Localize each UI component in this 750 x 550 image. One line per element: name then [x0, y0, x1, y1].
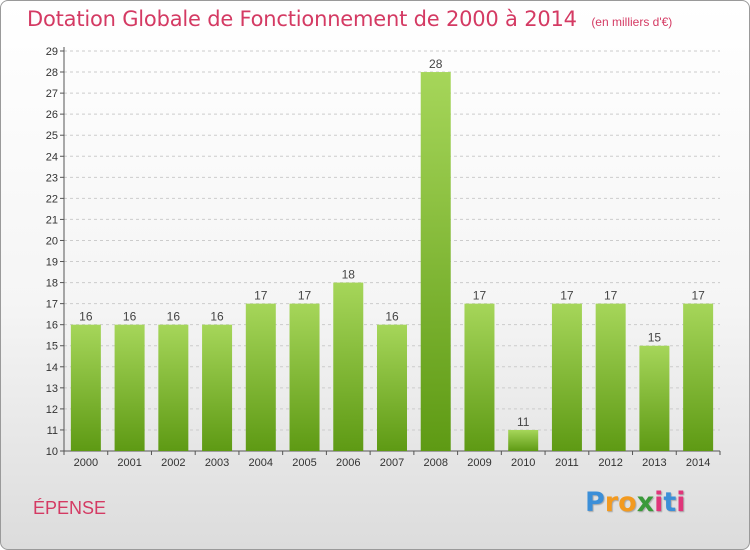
y-tick-label: 24 — [46, 151, 58, 163]
bar-2004 — [245, 303, 276, 451]
bar-2009 — [464, 303, 495, 451]
x-tick-label: 2000 — [74, 457, 98, 469]
logo-letter: o — [618, 487, 637, 518]
data-label: 17 — [604, 289, 618, 303]
data-label: 11 — [517, 415, 530, 429]
chart-title: Dotation Globale de Fonctionnement de 20… — [27, 7, 577, 31]
x-tick-label: 2013 — [642, 457, 666, 469]
x-tick-label: 2010 — [511, 457, 535, 469]
title-area: Dotation Globale de Fonctionnement de 20… — [27, 7, 672, 31]
x-tick-label: 2003 — [205, 457, 229, 469]
bar-2012 — [595, 303, 626, 451]
data-label: 16 — [167, 310, 181, 324]
data-label: 18 — [342, 268, 356, 282]
data-label: 17 — [298, 289, 312, 303]
proxiti-logo: Proxiti — [585, 487, 686, 518]
y-tick-label: 27 — [46, 88, 58, 100]
bar-2010 — [508, 429, 539, 451]
data-label: 17 — [473, 289, 487, 303]
y-tick-label: 25 — [46, 130, 58, 142]
logo-letter: x — [636, 487, 655, 518]
bar-2007 — [377, 324, 407, 451]
logo-letter: t — [663, 487, 677, 518]
data-label: 17 — [691, 289, 705, 303]
x-tick-label: 2009 — [467, 457, 491, 469]
y-tick-label: 13 — [46, 383, 58, 395]
y-tick-label: 16 — [46, 320, 58, 332]
y-tick-label: 23 — [46, 172, 58, 184]
data-label: 16 — [123, 310, 137, 324]
bar-2011 — [551, 303, 582, 451]
x-tick-label: 2004 — [249, 457, 273, 469]
x-tick-label: 2007 — [380, 457, 404, 469]
x-tick-label: 2001 — [117, 457, 141, 469]
data-label: 16 — [79, 310, 93, 324]
bar-2006 — [333, 282, 364, 451]
data-label: 17 — [254, 289, 268, 303]
y-tick-label: 26 — [46, 109, 58, 121]
y-tick-label: 15 — [46, 341, 58, 353]
data-label: 15 — [648, 331, 662, 345]
y-tick-label: 14 — [46, 362, 58, 374]
data-label: 16 — [210, 310, 224, 324]
x-tick-label: 2005 — [292, 457, 316, 469]
bar-2000 — [70, 324, 101, 451]
data-label: 16 — [385, 310, 399, 324]
x-tick-label: 2008 — [423, 457, 447, 469]
y-tick-label: 11 — [47, 425, 58, 437]
y-tick-label: 18 — [46, 278, 58, 290]
data-label: 17 — [560, 289, 574, 303]
commune-name: ÉPENSE — [33, 498, 107, 518]
data-label: 28 — [429, 57, 443, 71]
y-tick-label: 12 — [46, 404, 58, 416]
x-tick-label: 2012 — [598, 457, 622, 469]
bar-2001 — [114, 324, 145, 451]
bar-2005 — [289, 303, 320, 451]
logo-letter: r — [604, 487, 619, 518]
y-tick-label: 10 — [46, 446, 58, 458]
y-tick-label: 21 — [46, 214, 58, 226]
y-tick-label: 28 — [46, 67, 58, 79]
bar-2003 — [202, 324, 233, 451]
x-tick-label: 2006 — [336, 457, 360, 469]
y-tick-label: 22 — [46, 193, 58, 205]
y-tick-label: 29 — [46, 46, 58, 58]
bar-2002 — [158, 324, 189, 451]
y-tick-label: 20 — [46, 235, 58, 247]
chart-subtitle: (en milliers d'€) — [591, 15, 673, 29]
bar-2014 — [683, 303, 714, 451]
y-tick-label: 19 — [46, 257, 58, 269]
bar-2008 — [420, 72, 451, 451]
x-tick-label: 2002 — [161, 457, 185, 469]
bar-2013 — [639, 345, 670, 451]
logo-letter: i — [654, 487, 664, 518]
y-tick-label: 17 — [46, 299, 58, 311]
logo-letter: i — [676, 487, 686, 518]
logo-letter: P — [585, 487, 605, 518]
x-tick-label: 2011 — [555, 457, 579, 469]
x-tick-label: 2014 — [686, 457, 710, 469]
